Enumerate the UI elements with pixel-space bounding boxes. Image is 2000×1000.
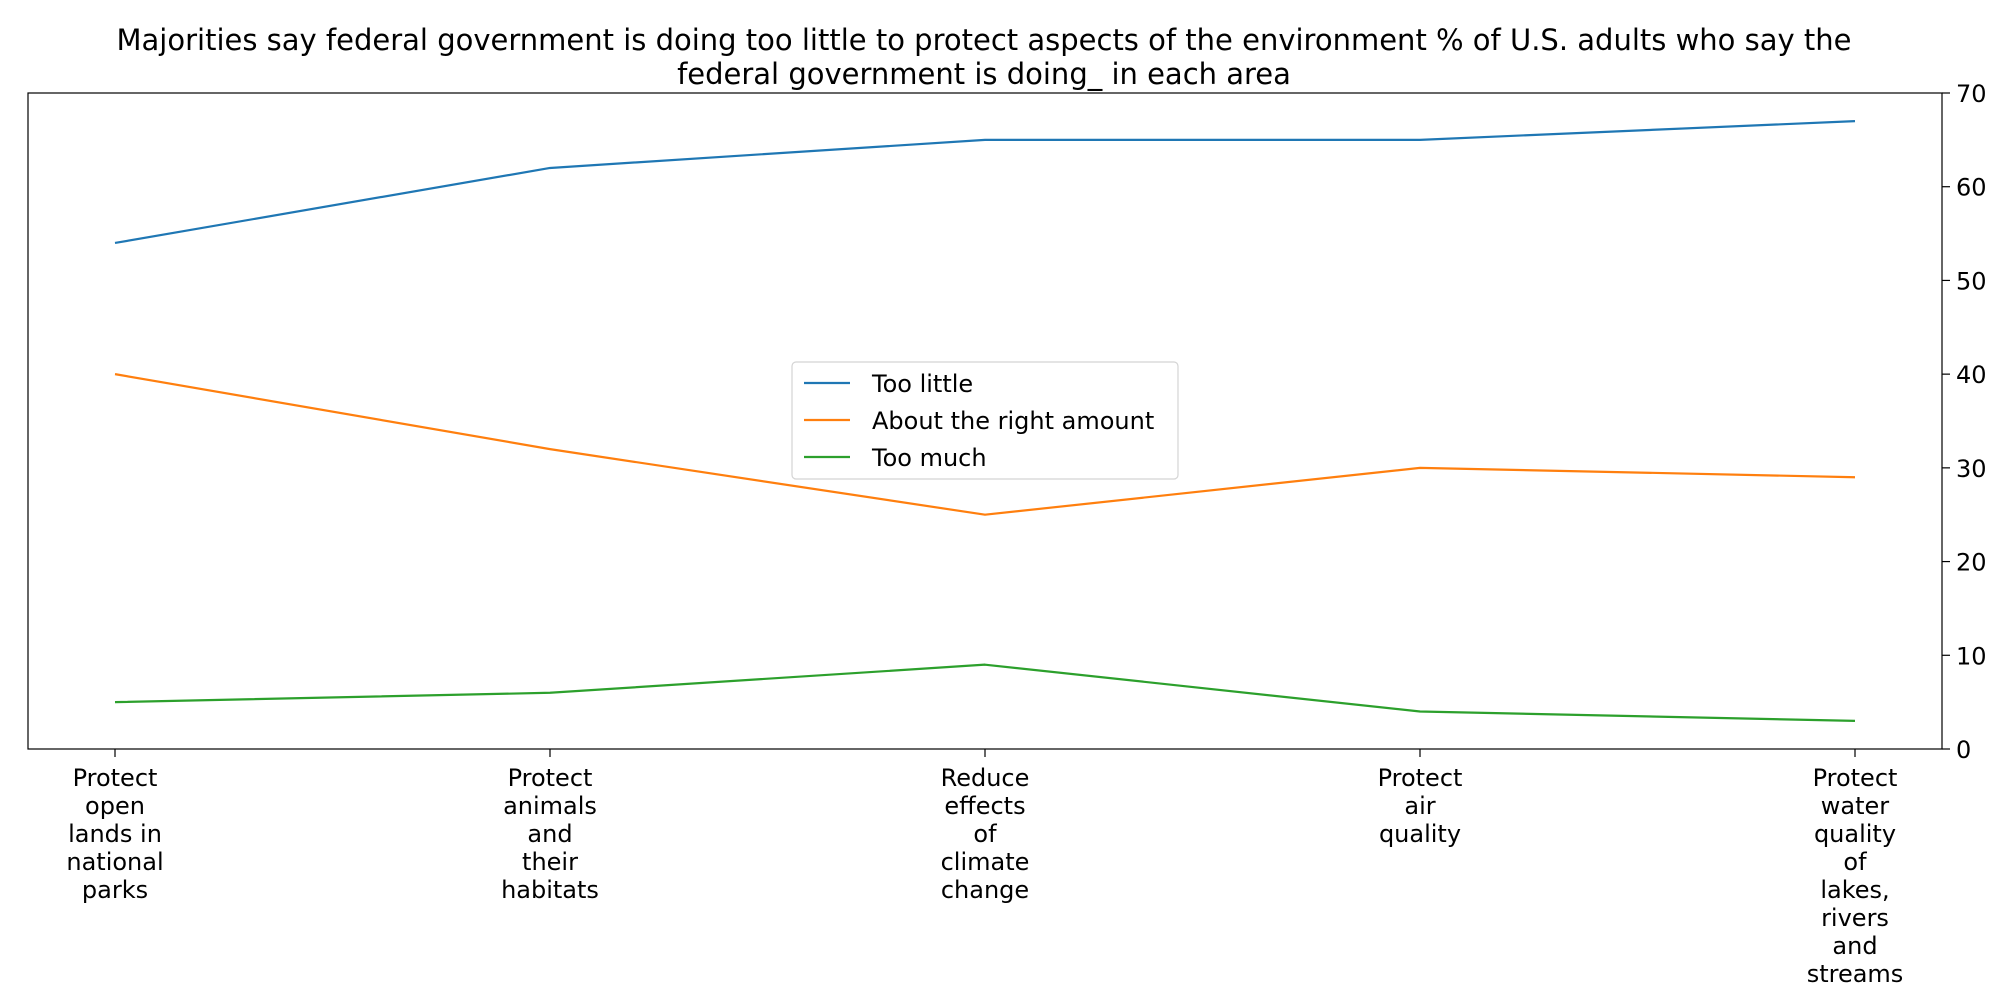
x-tick-label: Protect water quality of lakes, rivers and stre… (1807, 764, 1904, 988)
legend-label: Too much (871, 444, 987, 472)
x-tick-label: Reduce effects of climate change (941, 764, 1030, 904)
chart-title-line: Majorities say federal government is doi… (117, 23, 1852, 57)
y-axis: 0 10 20 30 40 50 60 70 (1942, 80, 1987, 764)
x-tick-label: Protect open lands in national parks (66, 764, 163, 904)
x-axis: Protect open lands in national parks Protect a… (66, 749, 1903, 988)
chart-title-line: federal government is doing_ in each are… (677, 57, 1291, 91)
y-tick-label: 20 (1956, 549, 1987, 577)
y-tick-label: 30 (1956, 455, 1987, 483)
series-lines (114, 120, 1856, 722)
y-tick-label: 0 (1956, 736, 1971, 764)
series-line-1 (114, 373, 1856, 516)
legend-label: About the right amount (872, 407, 1154, 435)
series-line-2 (114, 663, 1856, 722)
y-tick-label: 40 (1956, 361, 1987, 389)
legend: Too little About the right amount Too much (791, 361, 1179, 480)
y-tick-label: 10 (1956, 642, 1987, 670)
legend-box (791, 361, 1179, 480)
legend-label: Too little (871, 370, 973, 398)
x-tick-label: Protect animals and their habitats (501, 764, 599, 904)
series-line-0 (114, 120, 1856, 245)
y-tick-label: 50 (1956, 267, 1987, 295)
y-tick-label: 60 (1956, 174, 1987, 202)
y-tick-label: 70 (1956, 80, 1987, 108)
x-tick-label: Protect air quality (1378, 764, 1463, 848)
chart-title: Majorities say federal government is doi… (117, 23, 1852, 91)
